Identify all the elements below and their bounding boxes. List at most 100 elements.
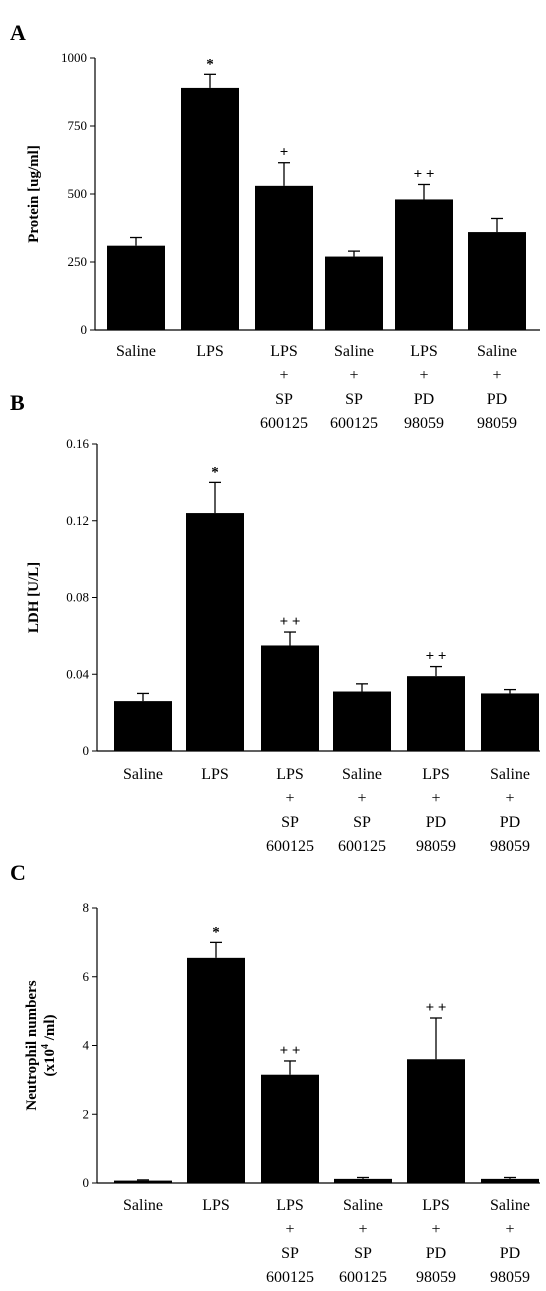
significance-marker: + + [280,614,301,630]
x-tick-label: + [285,1221,294,1238]
bar [468,232,526,330]
x-tick-label: 600125 [266,1269,314,1286]
x-tick-label: PD [500,814,520,831]
x-tick-label: 600125 [330,415,378,432]
x-tick-label: + [419,367,428,384]
x-tick-label: 600125 [266,838,314,855]
x-tick-label: 98059 [490,838,530,855]
x-tick-label: LPS [202,1197,230,1214]
x-tick-label: LPS [270,343,298,360]
x-tick-label: PD [487,391,507,408]
x-tick-label: LPS [422,766,450,783]
x-tick-label: Saline [490,766,530,783]
x-tick-label: + [431,1221,440,1238]
y-tick-label: 750 [68,118,88,133]
x-tick-label: 98059 [477,415,517,432]
bar [481,693,539,751]
x-tick-label: SP [353,814,371,831]
x-tick-label: LPS [422,1197,450,1214]
y-tick-label: 0.04 [66,666,89,681]
significance-marker: * [212,924,220,940]
x-tick-label: Saline [343,1197,383,1214]
y-tick-label: 1000 [61,50,87,65]
x-tick-label: PD [426,1245,446,1262]
x-tick-label: + [358,1221,367,1238]
x-tick-label: LPS [196,343,224,360]
bar [261,645,319,751]
x-tick-label: + [431,790,440,807]
significance-marker: + + [426,649,447,665]
x-tick-label: Saline [334,343,374,360]
significance-marker: + + [426,1000,447,1016]
bar [187,957,245,1183]
bar [255,185,313,330]
y-axis-label: LDH [U/L] [26,562,42,633]
y-tick-label: 0 [83,1175,90,1190]
x-tick-label: LPS [201,766,229,783]
y-axis-label: Protein [ug/ml] [26,145,42,243]
bar [395,199,453,330]
x-tick-label: Saline [123,766,163,783]
y-axis-label: Neutrophil numbers [24,980,40,1110]
panel-c: C 0 2 4 6 8 Neutrophil numbers (x104 /ml) Saline… [10,860,540,1286]
bar [334,1178,392,1183]
bar [481,1178,539,1183]
x-tick-label: SP [281,814,299,831]
bar [407,1059,465,1183]
bar [114,701,172,751]
x-tick-label: PD [426,814,446,831]
significance-marker: + + [280,1043,301,1059]
bar [186,513,244,751]
bar [333,691,391,751]
x-tick-label: + [505,1221,514,1238]
bar [261,1074,319,1183]
x-tick-label: 98059 [416,1269,456,1286]
bar [325,256,383,330]
x-tick-label: PD [500,1245,520,1262]
y-tick-label: 250 [68,254,88,269]
bar [407,676,465,751]
significance-marker: + [280,145,289,161]
x-tick-label: SP [345,391,363,408]
x-tick-label: 98059 [490,1269,530,1286]
x-tick-label: + [492,367,501,384]
x-tick-label: + [285,790,294,807]
x-tick-label: 600125 [338,838,386,855]
x-tick-label: LPS [410,343,438,360]
significance-marker: * [211,464,219,480]
panel-label: B [10,390,25,415]
x-tick-label: Saline [342,766,382,783]
y-tick-label: 0.12 [66,513,89,528]
x-tick-label: LPS [276,766,304,783]
panel-b: B 0 0.04 0.08 0.12 0.16 LDH [U/L] Saline * LPS + +… [10,390,540,855]
x-tick-label: Saline [477,343,517,360]
significance-marker: + + [414,166,435,182]
bar [107,245,165,330]
y-tick-label: 0 [81,322,88,337]
bar [114,1180,172,1183]
y-tick-label: 4 [83,1038,90,1053]
y-tick-label: 6 [83,969,90,984]
x-tick-label: LPS [276,1197,304,1214]
y-tick-label: 500 [68,186,88,201]
x-tick-label: 600125 [339,1269,387,1286]
x-tick-label: Saline [490,1197,530,1214]
x-tick-label: + [357,790,366,807]
x-tick-label: 98059 [416,838,456,855]
x-tick-label: + [279,367,288,384]
bar [181,87,239,330]
y-tick-label: 0.16 [66,436,89,451]
x-tick-label: + [349,367,358,384]
x-tick-label: Saline [116,343,156,360]
x-tick-label: 98059 [404,415,444,432]
x-tick-label: SP [354,1245,372,1262]
y-tick-label: 0.08 [66,590,89,605]
significance-marker: * [206,56,214,72]
y-tick-label: 0 [83,743,90,758]
x-tick-label: 600125 [260,415,308,432]
x-tick-label: SP [275,391,293,408]
y-axis-label-units: (x104 /ml) [40,1014,58,1076]
panel-a: A 0 250 500 750 1000 Protein [ug/ml] Saline * LPS… [10,20,540,432]
panel-label: C [10,860,26,885]
